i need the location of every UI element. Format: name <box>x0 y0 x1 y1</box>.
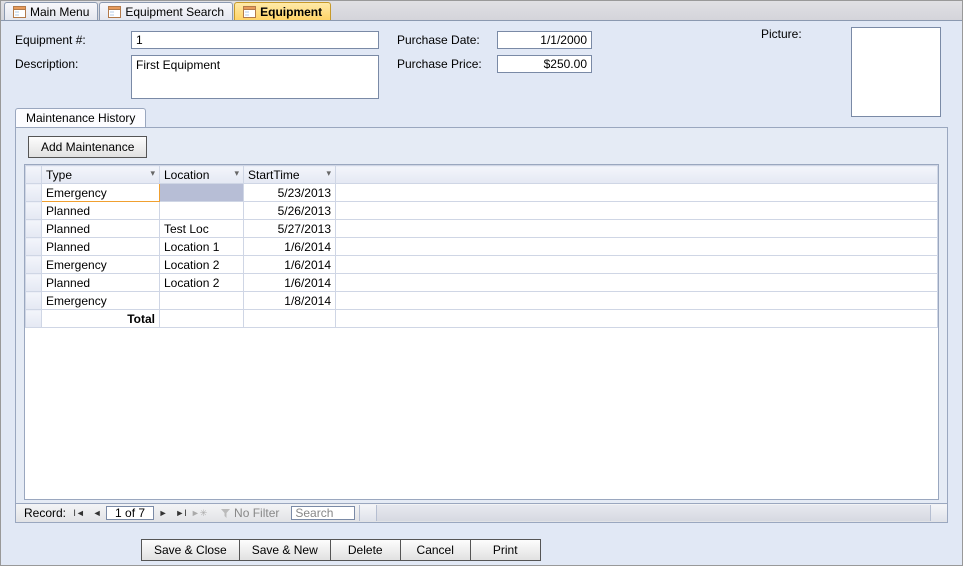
chevron-down-icon[interactable]: ▾ <box>326 168 331 179</box>
equipment-form: Equipment #: Purchase Date: Description:… <box>1 21 962 565</box>
delete-button[interactable]: Delete <box>331 539 401 561</box>
subtab-container: Maintenance History Add Maintenance Type… <box>15 107 948 523</box>
cell-filler <box>336 274 938 292</box>
maintenance-grid: Type▾ Location▾ StartTime▾ Emergency 5/23… <box>24 164 939 500</box>
print-button[interactable]: Print <box>471 539 541 561</box>
action-button-bar: Save & Close Save & New Delete Cancel Pr… <box>141 539 541 561</box>
column-header-type[interactable]: Type▾ <box>42 166 160 184</box>
cell-starttime[interactable]: 1/6/2014 <box>244 256 336 274</box>
tab-label: Equipment Search <box>125 5 224 19</box>
cell-starttime[interactable]: 5/27/2013 <box>244 220 336 238</box>
record-position-field[interactable] <box>106 506 154 520</box>
total-row: Total <box>26 310 938 328</box>
cell-filler <box>336 202 938 220</box>
row-selector[interactable] <box>26 292 42 310</box>
column-header-location[interactable]: Location▾ <box>160 166 244 184</box>
record-navigator: Record: I◄ ◄ ► ►I ►✳ No Filter <box>15 503 948 523</box>
form-icon <box>243 6 256 18</box>
next-record-button[interactable]: ► <box>154 505 172 521</box>
cell-starttime[interactable]: 5/23/2013 <box>244 184 336 202</box>
tab-equipment-search[interactable]: Equipment Search <box>99 2 233 20</box>
horizontal-scrollbar[interactable] <box>359 505 947 521</box>
select-all-corner[interactable] <box>26 166 42 184</box>
new-record-button[interactable]: ►✳ <box>190 505 208 521</box>
cell-location[interactable]: Test Loc <box>160 220 244 238</box>
document-tab-strip: Main Menu Equipment Search Equipment <box>1 1 962 21</box>
table-row[interactable]: Planned 5/26/2013 <box>26 202 938 220</box>
cell-type[interactable]: Planned <box>42 238 160 256</box>
description-field[interactable] <box>131 55 379 99</box>
table-row[interactable]: EmergencyLocation 21/6/2014 <box>26 256 938 274</box>
cancel-button[interactable]: Cancel <box>401 539 471 561</box>
cell-type[interactable]: Planned <box>42 220 160 238</box>
tab-main-menu[interactable]: Main Menu <box>4 2 98 20</box>
picture-label: Picture: <box>761 27 802 41</box>
cell-location[interactable]: Location 2 <box>160 274 244 292</box>
form-icon <box>13 6 26 18</box>
cell-location[interactable]: Location 1 <box>160 238 244 256</box>
row-selector[interactable] <box>26 184 42 202</box>
filter-icon <box>220 508 231 519</box>
total-label: Total <box>42 310 160 328</box>
purchase-price-field[interactable] <box>497 55 592 73</box>
cell-type[interactable]: Emergency <box>42 292 160 310</box>
app-window: Main Menu Equipment Search Equipment Equ… <box>0 0 963 566</box>
description-label: Description: <box>15 55 131 71</box>
column-header-starttime[interactable]: StartTime▾ <box>244 166 336 184</box>
cell-type[interactable]: Emergency <box>42 184 160 202</box>
tab-maintenance-history[interactable]: Maintenance History <box>15 108 146 128</box>
cell-type[interactable]: Planned <box>42 202 160 220</box>
record-label: Record: <box>20 506 70 520</box>
table-row[interactable]: PlannedTest Loc5/27/2013 <box>26 220 938 238</box>
cell-location[interactable] <box>160 292 244 310</box>
column-filler <box>336 166 938 184</box>
chevron-down-icon[interactable]: ▾ <box>150 168 155 179</box>
cell-filler <box>336 256 938 274</box>
tab-label: Equipment <box>260 5 322 19</box>
search-input[interactable] <box>291 506 355 520</box>
row-selector[interactable] <box>26 220 42 238</box>
cell-starttime[interactable]: 1/8/2014 <box>244 292 336 310</box>
cell-type[interactable]: Planned <box>42 274 160 292</box>
cell-starttime[interactable]: 1/6/2014 <box>244 274 336 292</box>
row-selector[interactable] <box>26 238 42 256</box>
last-record-button[interactable]: ►I <box>172 505 190 521</box>
cell-location[interactable] <box>160 184 244 202</box>
equipment-number-label: Equipment #: <box>15 31 131 47</box>
table-row[interactable]: Emergency 1/8/2014 <box>26 292 938 310</box>
save-close-button[interactable]: Save & Close <box>141 539 240 561</box>
cell-filler <box>336 292 938 310</box>
cell-starttime[interactable]: 1/6/2014 <box>244 238 336 256</box>
cell-filler <box>336 238 938 256</box>
table-row[interactable]: Emergency 5/23/2013 <box>26 184 938 202</box>
prev-record-button[interactable]: ◄ <box>88 505 106 521</box>
form-icon <box>108 6 121 18</box>
chevron-down-icon[interactable]: ▾ <box>234 168 239 179</box>
cell-filler <box>336 220 938 238</box>
filter-indicator[interactable]: No Filter <box>214 506 285 520</box>
add-maintenance-button[interactable]: Add Maintenance <box>28 136 147 158</box>
table-row[interactable]: PlannedLocation 21/6/2014 <box>26 274 938 292</box>
cell-type[interactable]: Emergency <box>42 256 160 274</box>
purchase-date-field[interactable] <box>497 31 592 49</box>
row-selector[interactable] <box>26 256 42 274</box>
tab-label: Main Menu <box>30 5 89 19</box>
purchase-date-label: Purchase Date: <box>397 31 497 47</box>
cell-location[interactable]: Location 2 <box>160 256 244 274</box>
maintenance-history-panel: Add Maintenance Type▾ Location▾ StartTim… <box>15 127 948 523</box>
row-selector[interactable] <box>26 274 42 292</box>
tab-equipment[interactable]: Equipment <box>234 2 331 20</box>
picture-box[interactable] <box>851 27 941 117</box>
row-selector[interactable] <box>26 202 42 220</box>
cell-starttime[interactable]: 5/26/2013 <box>244 202 336 220</box>
cell-filler <box>336 184 938 202</box>
equipment-number-field[interactable] <box>131 31 379 49</box>
table-row[interactable]: PlannedLocation 11/6/2014 <box>26 238 938 256</box>
save-new-button[interactable]: Save & New <box>240 539 331 561</box>
purchase-price-label: Purchase Price: <box>397 55 497 71</box>
first-record-button[interactable]: I◄ <box>70 505 88 521</box>
cell-location[interactable] <box>160 202 244 220</box>
